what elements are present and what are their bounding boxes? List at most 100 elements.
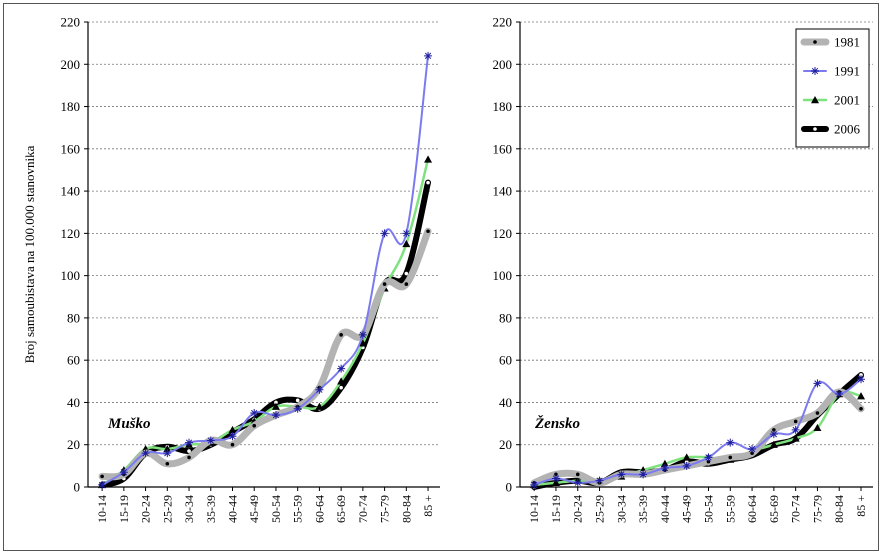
legend-marker — [813, 40, 817, 44]
data-point-1991 — [424, 51, 433, 60]
data-point-1981 — [426, 229, 430, 234]
data-point-1981 — [252, 423, 257, 428]
x-tick-label: 35-39 — [204, 495, 218, 523]
y-tick-label: 140 — [61, 184, 81, 199]
panel-1: 0 20 40 60 80 100 120 140 160 180 200 220 10-14 15-19… — [22, 15, 440, 523]
x-tick-label: 40-44 — [225, 495, 239, 523]
x-tick-label: 45-49 — [247, 495, 261, 523]
y-tick-label: 200 — [61, 57, 81, 72]
x-tick-label: 45-49 — [680, 495, 694, 523]
series-line-1981 — [98, 227, 432, 481]
series-line-2001 — [532, 390, 863, 487]
data-point-1991 — [530, 480, 539, 489]
y-tick-label: 40 — [499, 395, 512, 410]
data-point-2001 — [228, 425, 237, 434]
y-tick-label: 60 — [499, 353, 512, 368]
data-point-1991 — [857, 375, 866, 384]
y-tick-label: 160 — [493, 141, 513, 156]
data-point-1981 — [728, 455, 733, 460]
data-point-2001 — [402, 239, 411, 248]
x-tick-label: 15-19 — [117, 495, 131, 523]
y-tick-label: 80 — [67, 310, 80, 325]
data-point-1991 — [660, 463, 669, 472]
x-tick-label: 85 + — [854, 495, 868, 517]
data-point-1991 — [835, 390, 844, 398]
data-point-2001 — [660, 459, 669, 467]
data-point-1981 — [165, 461, 170, 466]
data-point-1991 — [358, 330, 367, 339]
y-tick-label: 80 — [499, 310, 512, 325]
data-point-2006 — [295, 398, 300, 403]
x-tick-label: 60-64 — [745, 495, 759, 523]
y-tick-label: 120 — [61, 226, 81, 241]
y-axis-label: Broj samoubistava na 100.000 stanovnika — [22, 145, 37, 363]
x-tick-label: 10-14 — [95, 495, 109, 523]
data-point-1991 — [271, 411, 280, 420]
data-point-2001 — [813, 423, 822, 432]
x-tick-label: 55-59 — [723, 495, 737, 523]
data-point-2001 — [358, 339, 367, 347]
y-tick-label: 200 — [493, 57, 513, 72]
legend-label: 1981 — [834, 35, 860, 50]
y-tick-label: 120 — [493, 226, 513, 241]
data-point-1981 — [772, 428, 776, 432]
data-point-1981 — [793, 419, 798, 424]
data-point-1991 — [682, 461, 691, 470]
series-line-2006 — [99, 179, 431, 488]
data-point-1981 — [187, 455, 191, 460]
data-point-1991 — [185, 438, 194, 447]
data-point-1991 — [726, 438, 735, 447]
data-point-1991 — [119, 468, 128, 477]
series-line-1991 — [533, 378, 862, 486]
x-tick-label: 30-34 — [614, 495, 628, 523]
x-tick-label: 75-79 — [810, 495, 824, 523]
x-tick-label: 40-44 — [658, 495, 672, 523]
data-point-2006 — [187, 449, 191, 453]
data-point-1991 — [337, 364, 346, 373]
data-point-1991 — [293, 404, 302, 413]
x-tick-label: 20-24 — [139, 495, 153, 523]
data-point-1991 — [141, 449, 150, 458]
data-point-1981 — [404, 282, 409, 286]
data-point-1991 — [551, 474, 560, 483]
y-tick-label: 100 — [61, 268, 81, 283]
x-tick-label: 75-79 — [378, 495, 392, 523]
data-point-1981 — [230, 442, 235, 447]
data-point-2006 — [404, 271, 409, 276]
data-point-1991 — [791, 425, 800, 434]
y-tick-label: 220 — [493, 15, 513, 30]
data-point-2001 — [857, 392, 866, 400]
data-point-2001 — [424, 155, 433, 163]
legend-item-1991: 1991 — [803, 64, 860, 79]
data-point-1981 — [382, 282, 387, 286]
series-1991 — [530, 375, 866, 489]
legend-marker — [811, 96, 819, 104]
series-2001 — [98, 155, 433, 489]
legend-label: 1991 — [834, 64, 860, 79]
x-tick-label: 10-14 — [527, 495, 541, 523]
series-line-1981 — [530, 388, 865, 487]
x-tick-label: 20-24 — [571, 495, 585, 523]
data-point-1991 — [250, 409, 259, 418]
y-tick-label: 160 — [61, 141, 81, 156]
data-point-1981 — [815, 411, 820, 415]
data-point-2006 — [426, 180, 430, 185]
y-tick-label: 0 — [506, 480, 513, 495]
y-tick-label: 100 — [493, 268, 513, 283]
data-point-1981 — [575, 472, 580, 477]
data-point-2006 — [339, 385, 343, 390]
y-tick-label: 220 — [61, 15, 81, 30]
legend-item-2001: 2001 — [802, 93, 860, 108]
data-point-1991 — [704, 453, 713, 462]
data-point-1991 — [380, 229, 389, 238]
data-point-2001 — [337, 377, 346, 385]
data-point-2006 — [859, 373, 863, 377]
data-point-1991 — [813, 379, 822, 388]
legend-label: 2001 — [834, 93, 860, 108]
data-point-1991 — [573, 478, 582, 487]
data-point-1991 — [748, 444, 757, 453]
data-point-1991 — [163, 449, 172, 458]
data-point-1991 — [617, 470, 626, 479]
x-tick-label: 60-64 — [312, 495, 326, 523]
y-tick-label: 60 — [67, 353, 80, 368]
